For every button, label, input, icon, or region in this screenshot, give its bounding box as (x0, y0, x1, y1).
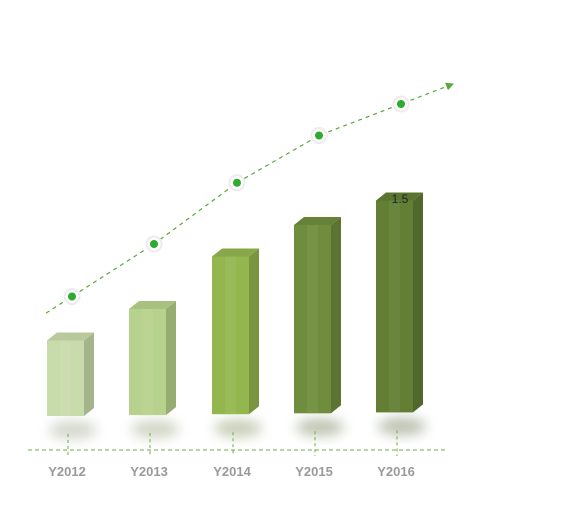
bar-highlight (141, 309, 154, 416)
bar-top (212, 248, 259, 257)
bar-side (249, 248, 259, 415)
bar-top (376, 192, 423, 201)
bar-highlight (306, 225, 319, 414)
bar-shadows (49, 417, 426, 439)
x-axis-labels: Y2012 Y2013 Y2014 Y2015 Y2016 (48, 464, 415, 479)
bar-y2014 (212, 248, 259, 415)
trend-point-y2015 (310, 127, 328, 144)
bar-front (294, 225, 331, 414)
bar-y2013 (129, 301, 176, 416)
bar-side (166, 301, 176, 416)
bar-front (376, 200, 413, 413)
bar-y2012 (47, 332, 94, 416)
bar-front (47, 340, 84, 416)
bar-y2015 (294, 217, 341, 414)
trend-line-group (45, 82, 455, 314)
bar-shadow (214, 419, 262, 438)
x-tick-label: Y2012 (48, 464, 86, 479)
bar-highlight (224, 256, 237, 415)
bar-top (129, 301, 176, 309)
bar-side (84, 332, 94, 416)
x-axis-ticks (67, 430, 398, 456)
bar-top (294, 217, 341, 225)
bar-top (47, 332, 94, 341)
bars (47, 192, 423, 416)
x-tick-label: Y2016 (377, 464, 415, 479)
trend-point-y2012 (63, 288, 81, 305)
data-label: 1.5 (392, 192, 409, 206)
x-tick-label: Y2014 (213, 464, 251, 479)
bar-shadow (49, 421, 97, 439)
trend-marker (315, 131, 323, 140)
trend-arrowhead (445, 82, 454, 91)
trend-point-y2013 (145, 235, 163, 253)
trend-marker (68, 292, 76, 301)
trend-marker (397, 100, 405, 108)
trend-marker (233, 178, 241, 187)
bar-front (212, 256, 249, 415)
bar-y2016 (376, 192, 423, 413)
trend-marker (150, 240, 158, 248)
bar-highlight (388, 200, 401, 413)
trend-point-y2016 (392, 95, 410, 113)
bar-shadow (131, 420, 179, 439)
x-tick-label: Y2013 (130, 464, 168, 479)
bar-side (413, 192, 423, 413)
annotations: 1.5 (392, 192, 409, 206)
bar-highlight (59, 340, 72, 416)
x-tick-label: Y2015 (295, 464, 333, 479)
bar-shadow (296, 418, 344, 437)
bar-side (331, 217, 341, 414)
bar-shadow (378, 417, 426, 436)
trend-point-y2014 (228, 174, 246, 192)
bar-front (129, 309, 166, 416)
